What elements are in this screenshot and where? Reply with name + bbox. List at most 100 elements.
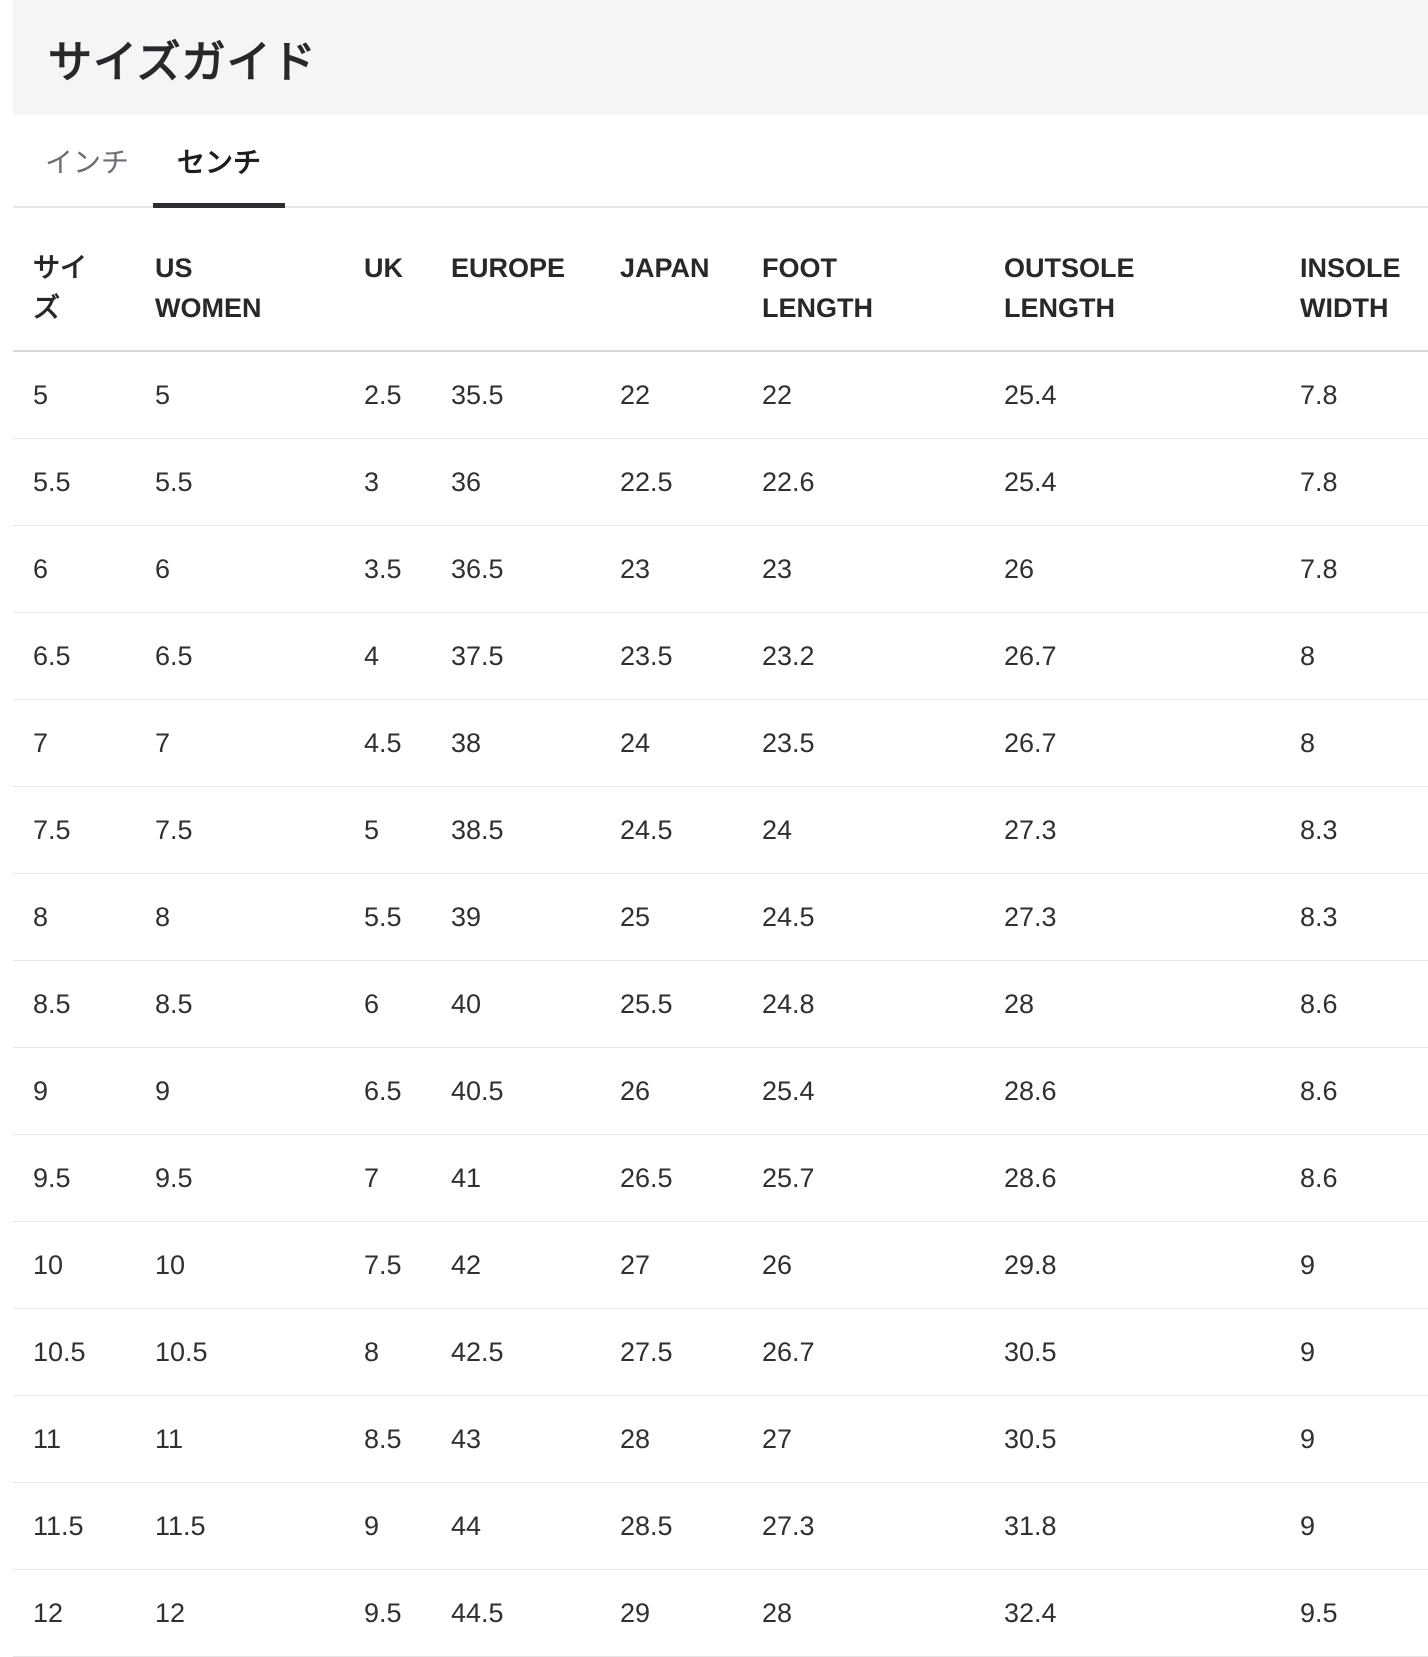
column-header: OUTSOLE LENGTH [1004, 222, 1300, 352]
table-cell: 8.5 [13, 960, 155, 1048]
table-cell: 6 [364, 960, 451, 1048]
table-row: 11.5 11.5 9 44 28.5 27.3 31.8 9 [13, 1482, 1428, 1570]
table-row: 6.5 6.5 4 37.5 23.5 23.2 26.7 8 [13, 612, 1428, 700]
column-header: サイズ [13, 222, 155, 352]
header-row: サイズ US WOMEN UK EUROPE JAPAN FOOT LENGTH OUTSO… [13, 222, 1428, 352]
table-cell: 40 [451, 960, 620, 1048]
table-row: 7.5 7.5 5 38.5 24.5 24 27.3 8.3 [13, 786, 1428, 874]
table-cell: 23 [762, 525, 1004, 613]
tab-inches[interactable]: インチ [45, 147, 130, 178]
table-cell: 10 [155, 1221, 364, 1309]
table-cell: 7.5 [13, 786, 155, 874]
table-cell: 9.5 [364, 1569, 451, 1657]
table-cell: 24 [620, 699, 762, 787]
table-cell: 27 [762, 1395, 1004, 1483]
table-cell: 28.6 [1004, 1134, 1300, 1222]
table-cell: 6.5 [155, 612, 364, 700]
table-cell: 9 [364, 1482, 451, 1570]
table-cell: 27 [620, 1221, 762, 1309]
table-row: 11 11 8.5 43 28 27 30.5 9 [13, 1395, 1428, 1483]
table-cell: 11 [13, 1395, 155, 1483]
table-cell: 22.6 [762, 438, 1004, 526]
table-cell: 9 [1300, 1308, 1428, 1396]
table-row: 10.5 10.5 8 42.5 27.5 26.7 30.5 9 [13, 1308, 1428, 1396]
table-cell: 8.3 [1300, 873, 1428, 961]
table-cell: 25.4 [1004, 351, 1300, 439]
table-cell: 8 [364, 1308, 451, 1396]
table-row: 6 6 3.5 36.5 23 23 26 7.8 [13, 525, 1428, 613]
page-title: サイズガイド [48, 37, 317, 87]
table-cell: 8 [155, 873, 364, 961]
title-band: サイズガイド [13, 0, 1428, 115]
table-cell: 8.3 [1300, 786, 1428, 874]
table-cell: 6 [155, 525, 364, 613]
table-row: 8 8 5.5 39 25 24.5 27.3 8.3 [13, 873, 1428, 961]
table-row: 7 7 4.5 38 24 23.5 26.7 8 [13, 699, 1428, 787]
table-cell: 23.2 [762, 612, 1004, 700]
column-header: EUROPE [451, 222, 620, 352]
table-cell: 29.8 [1004, 1221, 1300, 1309]
table-cell: 26.7 [762, 1308, 1004, 1396]
table-cell: 8 [13, 873, 155, 961]
table-cell: 31.8 [1004, 1482, 1300, 1570]
table-cell: 5.5 [13, 438, 155, 526]
table-cell: 9 [1300, 1482, 1428, 1570]
table-cell: 7.8 [1300, 351, 1428, 439]
table-cell: 35.5 [451, 351, 620, 439]
table-cell: 25.5 [620, 960, 762, 1048]
table-row: 12 12 9.5 44.5 29 28 32.4 9.5 [13, 1569, 1428, 1657]
table-cell: 4 [364, 612, 451, 700]
table-cell: 7.8 [1300, 438, 1428, 526]
column-header: UK [364, 222, 451, 352]
table-cell: 5 [155, 351, 364, 439]
table-cell: 28.5 [620, 1482, 762, 1570]
size-table-body: 5 5 2.5 35.5 22 22 25.4 7.8 5.5 5.5 3 36 22.5 22.6 25.… [13, 351, 1428, 1657]
table-row: 9 9 6.5 40.5 26 25.4 28.6 8.6 [13, 1047, 1428, 1135]
column-header: JAPAN [620, 222, 762, 352]
table-cell: 42 [451, 1221, 620, 1309]
table-cell: 28.6 [1004, 1047, 1300, 1135]
table-cell: 39 [451, 873, 620, 961]
table-cell: 40.5 [451, 1047, 620, 1135]
table-cell: 25 [620, 873, 762, 961]
table-cell: 26.7 [1004, 699, 1300, 787]
table-cell: 10 [13, 1221, 155, 1309]
table-cell: 44 [451, 1482, 620, 1570]
table-cell: 9.5 [13, 1134, 155, 1222]
table-cell: 4.5 [364, 699, 451, 787]
size-table: サイズ US WOMEN UK EUROPE JAPAN FOOT LENGTH OUTSO… [13, 222, 1428, 1657]
table-cell: 38.5 [451, 786, 620, 874]
table-cell: 8.5 [155, 960, 364, 1048]
table-cell: 27.3 [1004, 873, 1300, 961]
table-cell: 8 [1300, 699, 1428, 787]
table-cell: 7 [13, 699, 155, 787]
table-cell: 30.5 [1004, 1308, 1300, 1396]
table-cell: 9 [1300, 1221, 1428, 1309]
table-cell: 41 [451, 1134, 620, 1222]
table-row: 9.5 9.5 7 41 26.5 25.7 28.6 8.6 [13, 1134, 1428, 1222]
table-cell: 11.5 [155, 1482, 364, 1570]
size-table-wrapper: サイズ US WOMEN UK EUROPE JAPAN FOOT LENGTH OUTSO… [13, 222, 1428, 1657]
table-cell: 7.5 [155, 786, 364, 874]
table-cell: 5 [364, 786, 451, 874]
table-cell: 3 [364, 438, 451, 526]
table-cell: 30.5 [1004, 1395, 1300, 1483]
table-cell: 12 [13, 1569, 155, 1657]
table-cell: 3.5 [364, 525, 451, 613]
tab-centimeters[interactable]: センチ [153, 115, 286, 208]
table-cell: 27.5 [620, 1308, 762, 1396]
table-cell: 5.5 [155, 438, 364, 526]
table-cell: 8.6 [1300, 1047, 1428, 1135]
table-cell: 6.5 [13, 612, 155, 700]
table-cell: 8 [1300, 612, 1428, 700]
table-cell: 25.4 [762, 1047, 1004, 1135]
table-cell: 24.8 [762, 960, 1004, 1048]
table-cell: 26 [620, 1047, 762, 1135]
table-row: 8.5 8.5 6 40 25.5 24.8 28 8.6 [13, 960, 1428, 1048]
table-cell: 2.5 [364, 351, 451, 439]
table-cell: 26.5 [620, 1134, 762, 1222]
table-cell: 23.5 [620, 612, 762, 700]
table-row: 5 5 2.5 35.5 22 22 25.4 7.8 [13, 351, 1428, 439]
table-cell: 8.6 [1300, 1134, 1428, 1222]
